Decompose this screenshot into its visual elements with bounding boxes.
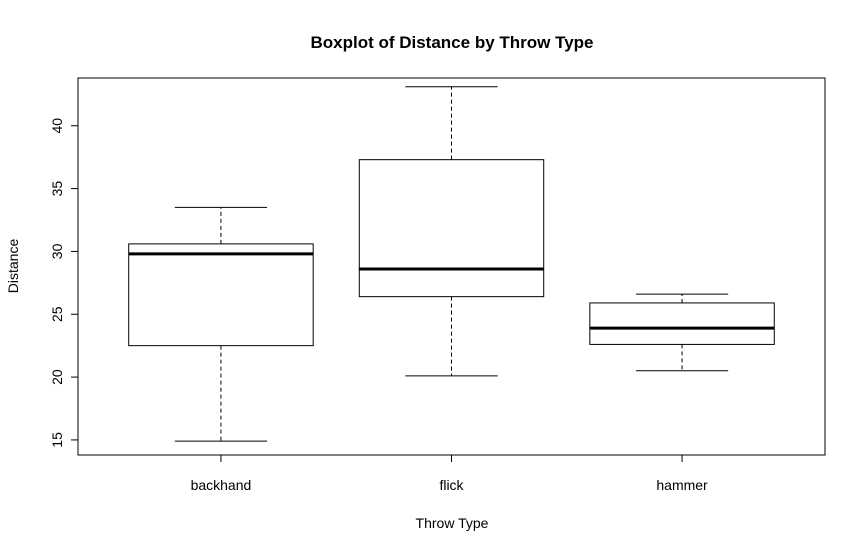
y-tick-label: 30 xyxy=(49,243,65,259)
x-tick-label: hammer xyxy=(656,477,708,493)
box-backhand xyxy=(128,206,314,442)
box-flick xyxy=(358,86,545,377)
y-axis-label: Distance xyxy=(5,239,21,294)
y-tick-label: 25 xyxy=(49,306,65,322)
x-axis-label: Throw Type xyxy=(416,515,489,531)
iqr-box xyxy=(589,302,775,345)
y-tick-label: 20 xyxy=(49,369,65,385)
y-tick-label: 40 xyxy=(49,118,65,134)
y-tick-label: 15 xyxy=(49,432,65,448)
boxes-layer xyxy=(128,86,775,442)
x-tick-label: flick xyxy=(439,477,464,493)
box-hammer xyxy=(589,293,775,372)
x-axis: backhand flick hammer xyxy=(191,454,708,493)
x-tick-label: backhand xyxy=(191,477,252,493)
chart-title: Boxplot of Distance by Throw Type xyxy=(310,33,593,52)
y-tick-label: 35 xyxy=(49,181,65,197)
iqr-box xyxy=(128,243,314,347)
iqr-box xyxy=(358,159,545,298)
y-axis: 15 20 25 30 35 40 xyxy=(49,118,79,448)
